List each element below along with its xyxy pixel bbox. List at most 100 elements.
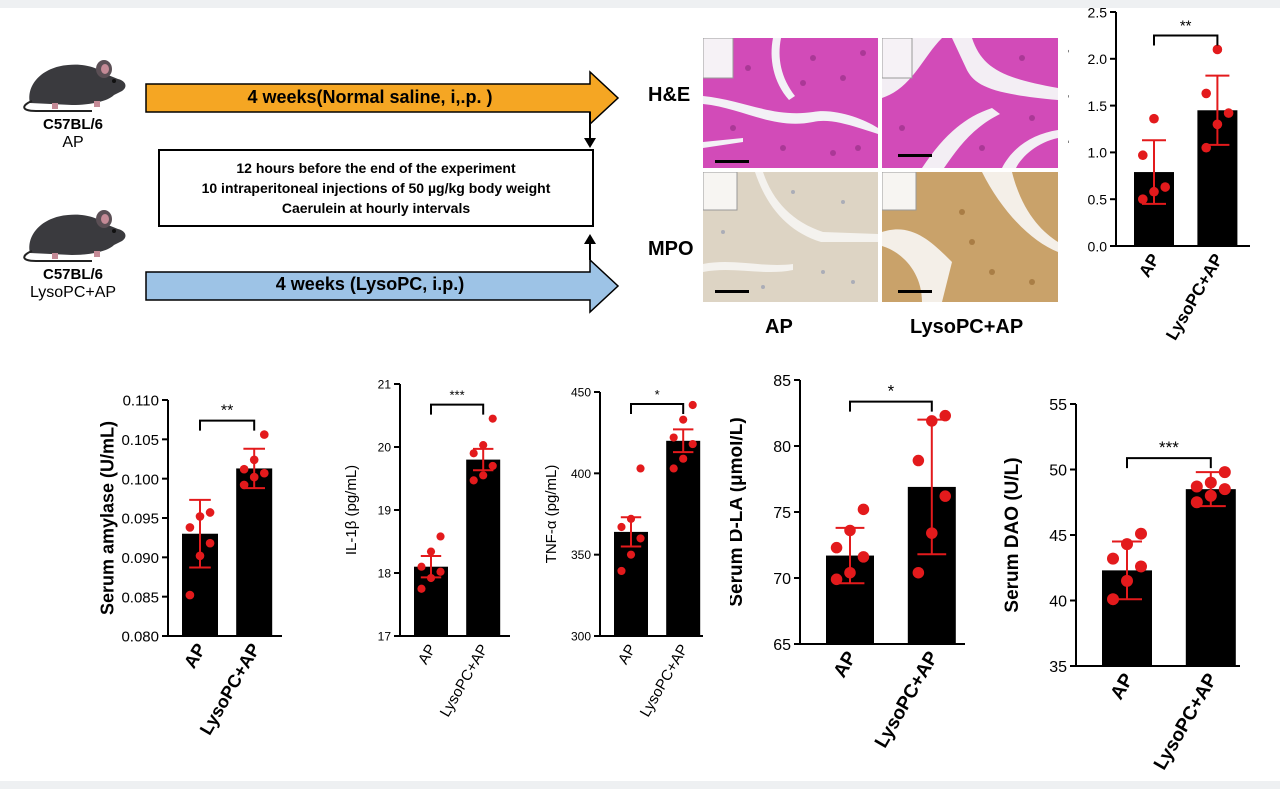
mouse-ap-icon — [23, 60, 126, 112]
lysopc-treatment-arrow — [145, 258, 620, 314]
x-category-label: AP — [415, 642, 440, 668]
y-tick-label: 17 — [378, 630, 392, 644]
x-category-label: AP — [615, 642, 640, 668]
y-tick-label: 0.0 — [1088, 238, 1108, 254]
y-tick-label: 0.085 — [121, 589, 159, 606]
data-point — [426, 547, 436, 556]
data-point — [259, 430, 269, 439]
data-point — [195, 551, 205, 561]
data-point — [939, 409, 951, 422]
data-point — [1204, 489, 1217, 502]
mouse-lysopc-group: LysoPC+AP — [29, 284, 117, 301]
y-tick-label: 2.0 — [1088, 51, 1108, 67]
x-category-label: AP — [180, 640, 210, 672]
data-point — [1149, 113, 1159, 124]
data-point — [479, 471, 488, 480]
data-point — [688, 439, 697, 449]
significance-bracket — [199, 419, 256, 431]
mouse-lysopc-strain: C57BL/6 — [42, 266, 104, 283]
data-point — [1149, 186, 1159, 197]
data-point — [205, 508, 215, 517]
data-point — [617, 566, 626, 576]
y-axis-label: Serum lipase (U/mL) — [1068, 47, 1069, 211]
data-point — [857, 551, 870, 563]
y-tick-label: 40 — [1049, 593, 1067, 610]
data-point — [688, 400, 697, 410]
significance-bracket — [1153, 34, 1219, 46]
data-point — [1138, 194, 1148, 204]
bar-AP — [614, 531, 648, 636]
data-point — [669, 433, 678, 442]
y-axis-label: IL-1β (pg/mL) — [343, 465, 360, 555]
significance-label: *** — [1159, 438, 1179, 457]
mpo-stain-label: MPO — [648, 238, 694, 260]
data-point — [926, 415, 938, 427]
data-point — [239, 480, 249, 490]
x-category-label: AP — [1107, 670, 1139, 704]
y-tick-label: 85 — [773, 373, 791, 390]
data-point — [417, 584, 426, 593]
data-point — [469, 449, 478, 458]
data-point — [426, 573, 436, 583]
y-tick-label: 75 — [773, 505, 791, 522]
significance-bracket — [630, 403, 685, 414]
protocol-box: 12 hours before the end of the experimen… — [158, 149, 594, 227]
y-tick-label: 55 — [1049, 397, 1067, 414]
data-point — [185, 590, 195, 600]
significance-label: * — [888, 382, 895, 401]
data-point — [636, 464, 645, 473]
y-tick-label: 0.105 — [121, 432, 159, 449]
y-tick-label: 0.110 — [123, 393, 159, 410]
y-tick-label: 65 — [773, 637, 791, 654]
data-point — [626, 514, 636, 523]
data-point — [1212, 119, 1223, 130]
data-point — [1107, 552, 1119, 565]
mpo-lysopc-image — [882, 172, 1058, 302]
x-category-label: LysoPC+AP — [637, 642, 692, 720]
y-tick-label: 2.5 — [1088, 4, 1108, 20]
protocol-line-1: 12 hours before the end of the experimen… — [236, 160, 516, 176]
bottom-border-strip — [0, 781, 1280, 789]
y-tick-label: 1.0 — [1088, 145, 1108, 161]
significance-label: *** — [450, 388, 465, 403]
y-tick-label: 350 — [571, 548, 591, 562]
top-border-strip — [0, 0, 1280, 8]
data-point — [1121, 538, 1133, 551]
data-point — [830, 541, 843, 554]
data-point — [1190, 496, 1203, 509]
y-tick-label: 450 — [571, 386, 591, 400]
y-axis-label: Serum amylase (U/mL) — [98, 421, 118, 615]
x-category-label: LysoPC+AP — [1150, 670, 1222, 774]
data-point — [479, 441, 488, 450]
data-point — [469, 476, 478, 485]
bar-LysoPC+AP — [466, 459, 501, 636]
x-category-label: AP — [1135, 251, 1163, 281]
y-tick-label: 0.080 — [121, 629, 159, 646]
y-tick-label: 19 — [378, 504, 392, 518]
bar-LysoPC+AP — [1185, 489, 1236, 666]
data-point — [830, 573, 843, 586]
histology-col-lysopc: LysoPC+AP — [910, 316, 1024, 338]
y-tick-label: 0.100 — [121, 471, 159, 488]
data-point — [844, 566, 856, 579]
data-point — [1160, 182, 1170, 192]
data-point — [926, 527, 938, 539]
x-category-label: AP — [830, 648, 862, 682]
chart-dao: 35 40 45 50 55 Serum DAO (U/L) AP LysoPC+AP *** — [1002, 397, 1240, 774]
bar-LysoPC+AP — [666, 440, 701, 636]
x-category-label: LysoPC+AP — [437, 642, 492, 720]
y-tick-label: 0.095 — [121, 511, 159, 528]
data-point — [1201, 88, 1211, 99]
y-tick-label: 50 — [1049, 462, 1067, 479]
bar-LysoPC+AP — [236, 468, 273, 636]
y-tick-label: 1.5 — [1088, 98, 1108, 114]
data-point — [436, 567, 445, 576]
y-tick-label: 35 — [1049, 659, 1067, 676]
significance-bracket — [849, 400, 933, 412]
data-point — [1212, 44, 1223, 55]
mouse-ap-label: C57BL/6 AP — [18, 116, 128, 152]
data-point — [669, 464, 678, 473]
histology-col-ap: AP — [765, 316, 793, 338]
